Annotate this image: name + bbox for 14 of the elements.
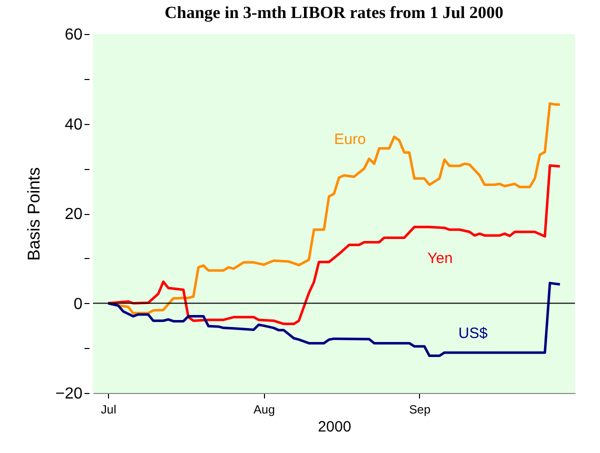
y-tick-label: 60 <box>64 26 83 44</box>
y-tick-label: 0 <box>74 296 83 313</box>
x-tick-label: Aug <box>254 402 275 416</box>
series-label: Euro <box>334 131 366 148</box>
x-axis-title: 2000 <box>318 418 352 436</box>
chart-title: Change in 3-mth LIBOR rates from 1 Jul 2000 <box>164 3 504 22</box>
y-tick-label: −20 <box>55 386 83 402</box>
series-label: US$ <box>458 325 488 342</box>
series-label: Yen <box>427 250 453 267</box>
x-tick-label: Jul <box>100 402 116 416</box>
y-tick-label: 40 <box>64 116 83 134</box>
y-axis-title: Basis Points <box>24 167 44 261</box>
x-tick-label: Sep <box>409 402 431 416</box>
y-tick-label: 20 <box>64 206 83 223</box>
